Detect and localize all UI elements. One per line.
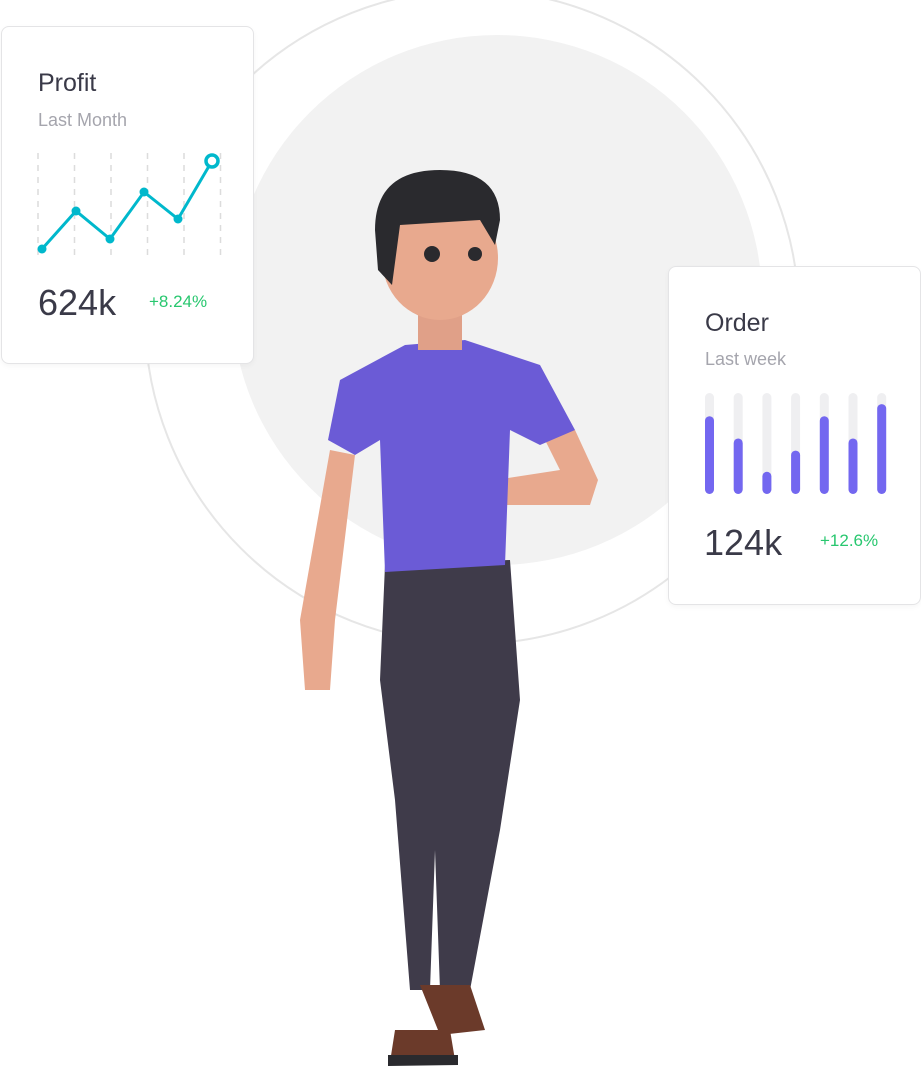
order-subtitle: Last week [705,349,787,369]
bar-track [762,393,772,494]
data-point-highlight [204,153,220,169]
profit-line [40,160,214,251]
data-point [139,187,149,197]
profit-value: 624k [38,282,117,323]
data-point [173,214,183,224]
profit-title: Profit [38,69,97,97]
bar [762,471,772,494]
bar [705,416,714,494]
bar [791,450,801,494]
profit-card: Profit Last Month 624k +8.24% [1,26,254,364]
order-title: Order [705,309,769,337]
profit-subtitle: Last Month [38,110,128,130]
data-point [37,244,47,254]
bar [733,438,743,494]
order-value: 124k [704,522,783,563]
profit-change: +8.24% [149,292,208,311]
data-point [71,206,81,216]
order-bar-chart [705,393,887,494]
order-card: Order Last week 124k +12.6% [668,266,921,605]
order-change: +12.6% [820,531,879,550]
profit-line-chart [37,153,222,255]
bar [848,438,858,494]
bar [819,416,829,494]
data-point [105,234,115,244]
character-figure [300,170,598,1066]
bar [877,404,887,494]
